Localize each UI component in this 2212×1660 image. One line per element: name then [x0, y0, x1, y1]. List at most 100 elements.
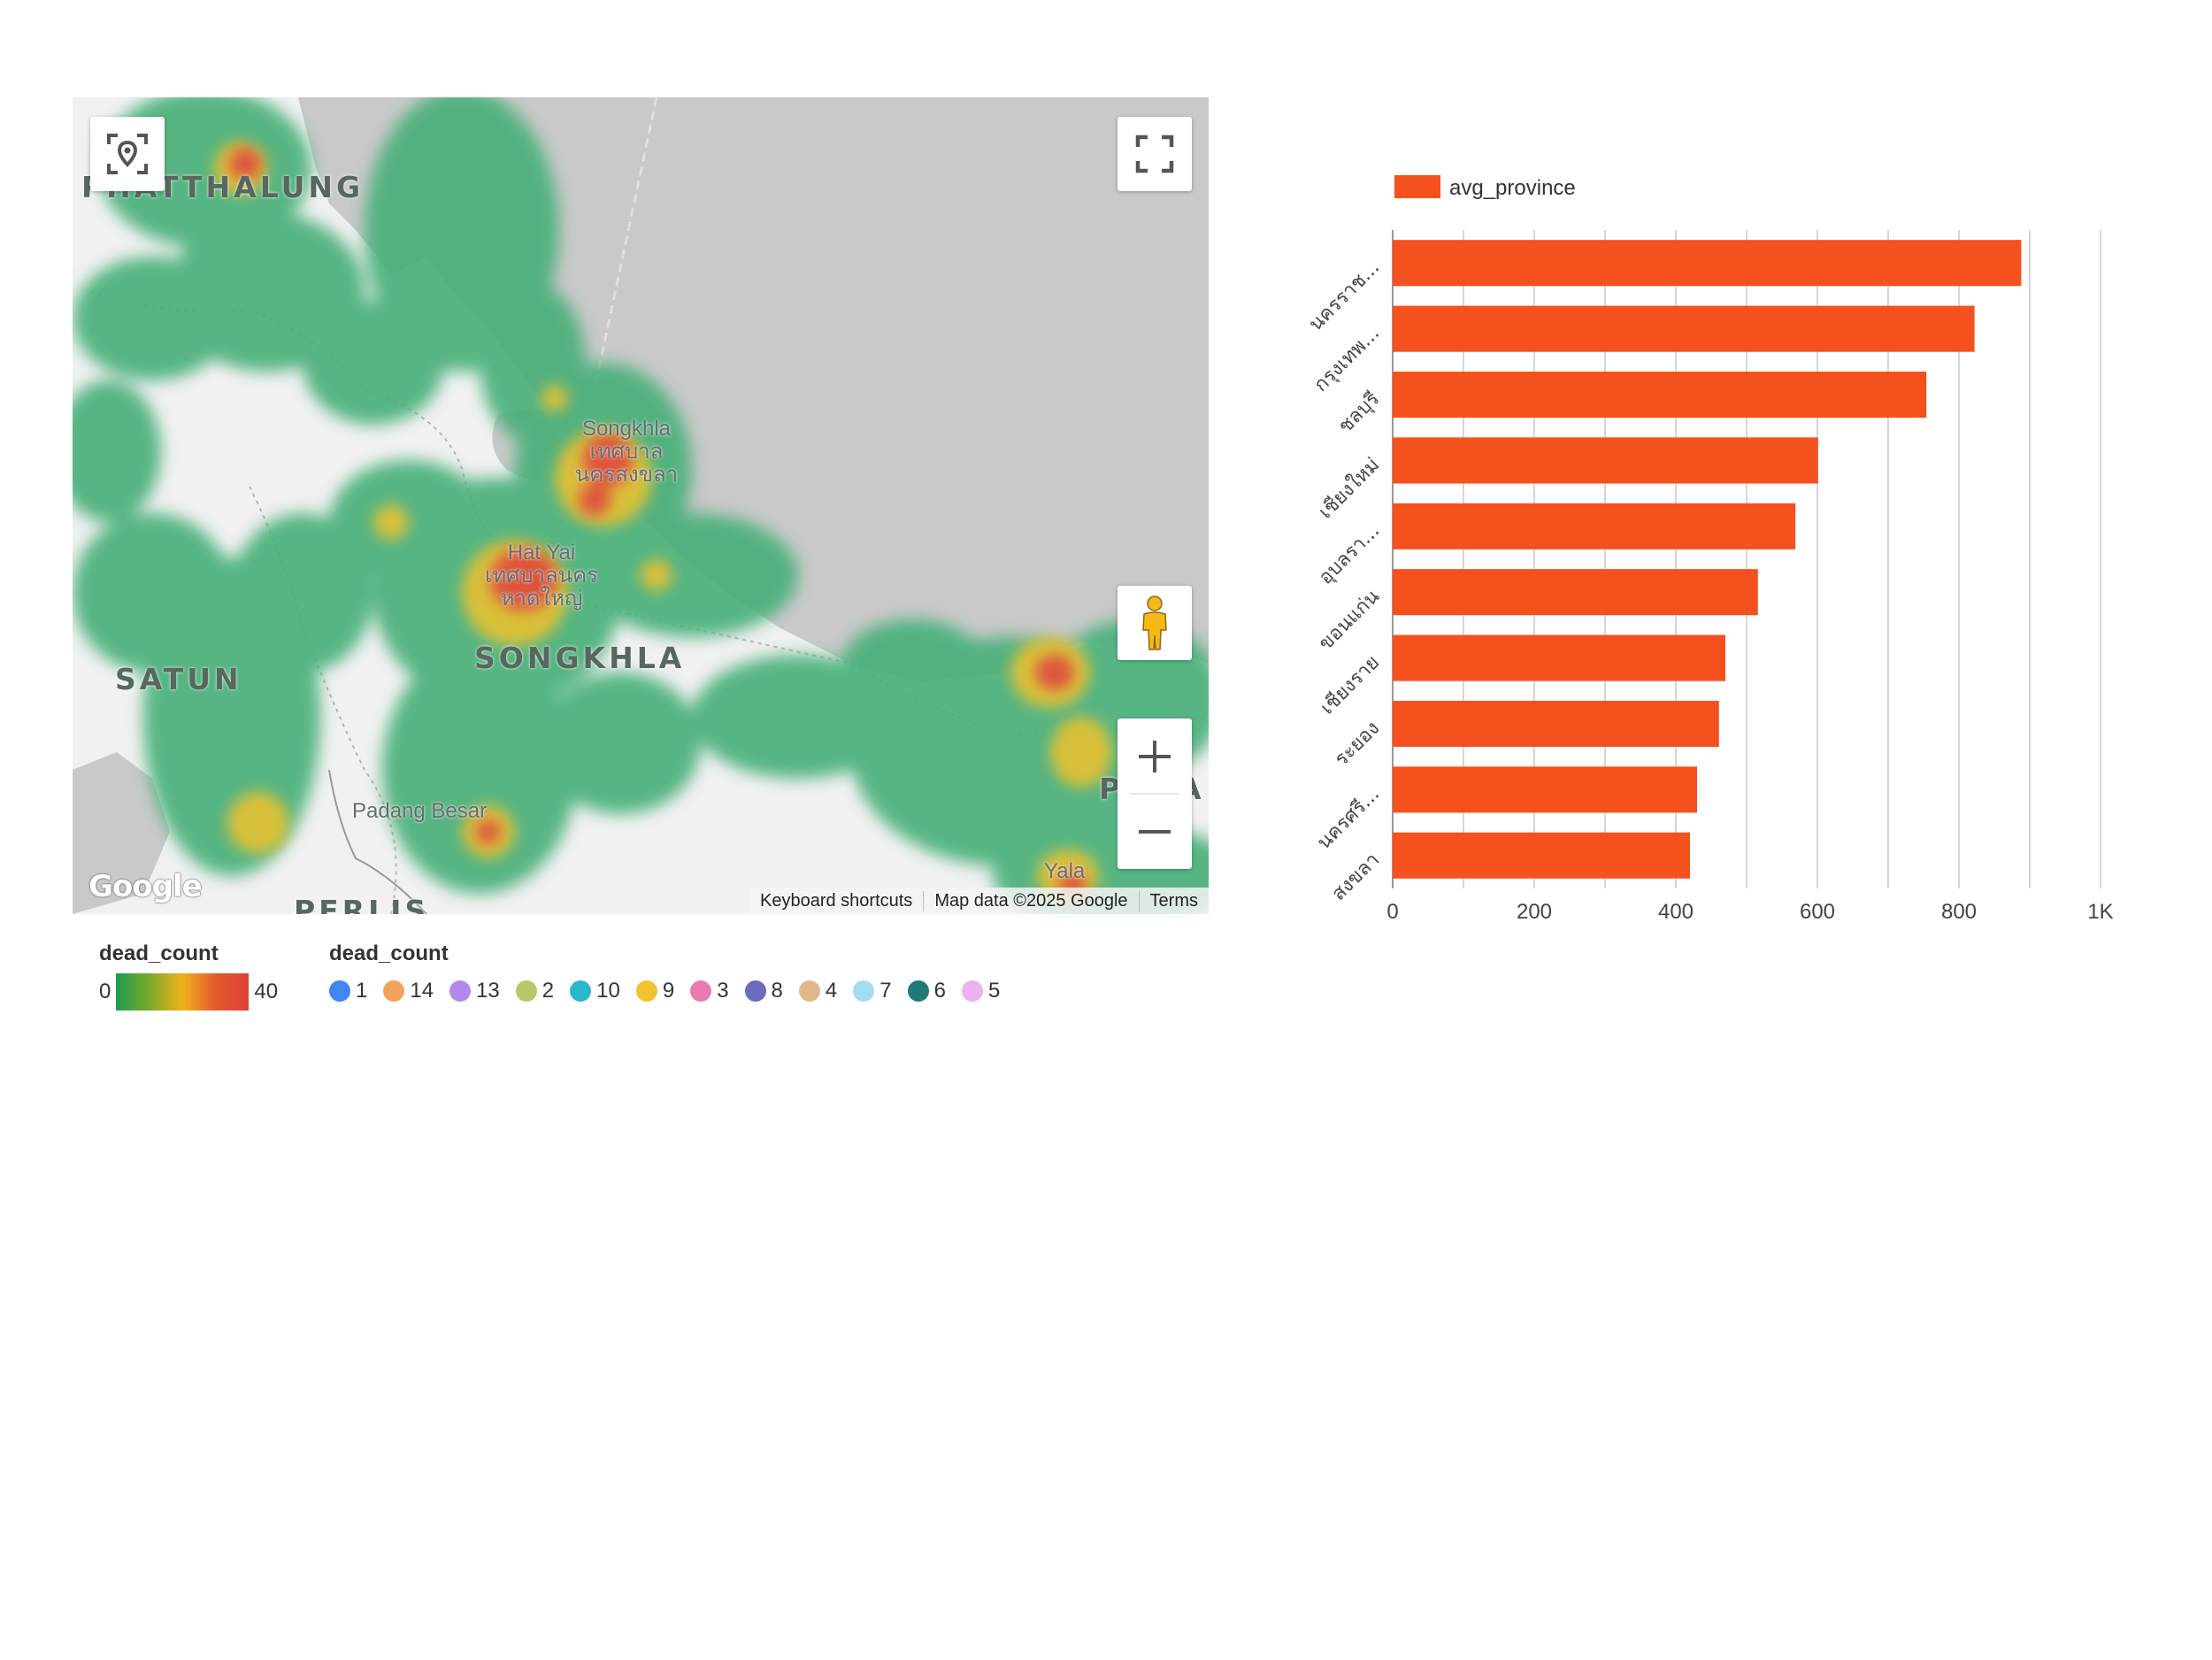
- y-category-label: เชียงราย: [1317, 651, 1384, 719]
- category-legend-item[interactable]: 13: [449, 979, 500, 1003]
- category-legend-label: 9: [662, 979, 675, 1003]
- legend-dot-icon: [690, 980, 712, 1002]
- category-legend-label: 3: [717, 979, 729, 1003]
- place-label-pattani: P: [1099, 772, 1124, 806]
- bar[interactable]: [1393, 832, 1690, 879]
- fullscreen-button[interactable]: [1118, 117, 1192, 191]
- legend-dot-icon: [961, 980, 983, 1002]
- y-category-label: อุบลรา...: [1315, 519, 1384, 588]
- zoom-in-button[interactable]: [1118, 719, 1192, 794]
- city-label-songkhla: Songkhla เทศบาล นครสงขลา: [556, 418, 697, 487]
- x-tick-label: 1K: [2087, 900, 2113, 924]
- y-category-label: ขอนแก่น: [1315, 586, 1384, 655]
- locate-icon: [107, 134, 148, 174]
- legend-swatch: [1394, 175, 1440, 198]
- category-legend-item[interactable]: 3: [690, 979, 729, 1003]
- x-tick-label: 0: [1386, 900, 1398, 924]
- bar[interactable]: [1393, 569, 1758, 616]
- category-legend-label: 2: [541, 979, 555, 1003]
- legend-dot-icon: [744, 980, 766, 1002]
- y-category-label: เชียงใหม่: [1314, 453, 1384, 523]
- category-legend-item[interactable]: 9: [635, 979, 675, 1003]
- category-legend-label: 14: [410, 979, 434, 1003]
- legend-dot-icon: [329, 980, 350, 1002]
- x-axis-labels: 0 200 400 600 800 1K: [1386, 900, 2113, 924]
- category-legend-item[interactable]: 1: [329, 979, 367, 1003]
- x-tick-label: 400: [1658, 900, 1694, 924]
- category-legend-label: 4: [825, 979, 838, 1003]
- y-category-label: นครราช...: [1305, 257, 1385, 336]
- bar[interactable]: [1393, 634, 1725, 681]
- bar[interactable]: [1393, 503, 1796, 549]
- bar[interactable]: [1393, 371, 1927, 419]
- legend-dot-icon: [798, 980, 820, 1002]
- category-legend-label: 6: [933, 979, 946, 1003]
- city-label-hatyai-th1: เทศบาลนคร: [484, 564, 599, 588]
- place-label-perlis: PERLIS: [294, 894, 430, 914]
- place-label-songkhla: SONGKHLA: [474, 641, 686, 675]
- locate-button[interactable]: [90, 117, 165, 191]
- bar[interactable]: [1393, 240, 2022, 287]
- pegman-icon: [1142, 596, 1167, 650]
- bar[interactable]: [1393, 700, 1719, 748]
- legend-dot-icon: [449, 980, 472, 1002]
- category-legend-item[interactable]: 2: [515, 979, 555, 1003]
- zoom-divider: [1130, 793, 1179, 795]
- gradient-legend-bar: [116, 973, 250, 1011]
- category-legend-item[interactable]: 4: [798, 979, 838, 1003]
- minus-icon: [1139, 829, 1171, 834]
- category-legend-label: 1: [356, 979, 368, 1003]
- category-legend-item[interactable]: 6: [907, 979, 946, 1003]
- city-label-hatyai: Hat Yai เทศบาลนคร หาดใหญ่: [462, 542, 621, 611]
- legend-dot-icon: [515, 980, 537, 1002]
- legend-dot-icon: [635, 980, 657, 1002]
- map-canvas: [73, 97, 1209, 914]
- bar[interactable]: [1393, 305, 1975, 352]
- keyboard-shortcuts-link[interactable]: Keyboard shortcuts: [759, 890, 913, 911]
- legend-label: avg_province: [1449, 176, 1576, 200]
- city-label-songkhla-en: Songkhla: [581, 417, 672, 441]
- y-category-label: สงขลา: [1328, 849, 1385, 905]
- gradient-legend-title: dead_count: [99, 941, 219, 965]
- fullscreen-icon: [1135, 134, 1174, 173]
- place-label-satun: SATUN: [115, 662, 242, 696]
- category-legend-item[interactable]: 5: [961, 979, 1001, 1003]
- city-label-songkhla-th1: เทศบาล: [589, 440, 664, 464]
- map-data-text: Map data ©2025 Google: [923, 890, 1138, 911]
- category-legend-label: 10: [596, 979, 620, 1003]
- terms-link[interactable]: Terms: [1138, 890, 1209, 911]
- category-legend-label: 7: [879, 979, 892, 1003]
- category-legend-label: 8: [771, 979, 783, 1003]
- city-label-padang-besar: Padang Besar: [352, 799, 488, 823]
- city-label-hatyai-en: Hat Yai: [507, 541, 576, 565]
- bar[interactable]: [1393, 766, 1697, 813]
- category-legend-item[interactable]: 8: [744, 979, 783, 1003]
- street-view-button[interactable]: [1118, 586, 1192, 660]
- category-legend-item[interactable]: 10: [570, 979, 620, 1003]
- category-legend-title: dead_count: [329, 941, 449, 965]
- x-tick-label: 600: [1800, 900, 1835, 924]
- y-category-label: ชลบุรี: [1334, 388, 1384, 437]
- gradient-legend: 0 40: [99, 973, 278, 1011]
- category-legend-label: 13: [476, 979, 500, 1003]
- chart-legend[interactable]: avg_province: [1394, 175, 1576, 200]
- category-legend-item[interactable]: 14: [383, 979, 434, 1003]
- heatmap-map[interactable]: PHATTHALUNG SATUN SONGKHLA PERLIS P A So…: [73, 97, 1209, 914]
- zoom-out-button[interactable]: [1118, 794, 1192, 869]
- google-logo: Google: [88, 869, 203, 904]
- place-label-pattani-p: P: [1099, 772, 1125, 806]
- bar[interactable]: [1393, 437, 1818, 484]
- x-tick-label: 200: [1517, 900, 1552, 924]
- bar-chart: avg_province นครราช...กรุงเทพ...ชลบุรีเช…: [1305, 175, 2114, 924]
- y-category-label: ระยอง: [1331, 718, 1384, 771]
- legend-dot-icon: [853, 980, 875, 1002]
- map-attribution: Keyboard shortcuts Map data ©2025 Google…: [749, 888, 1209, 914]
- category-legend-label: 5: [987, 979, 1001, 1003]
- zoom-control: [1118, 719, 1192, 869]
- gradient-legend-max: 40: [254, 980, 279, 1003]
- city-label-hatyai-th2: หาดใหญ่: [500, 587, 583, 611]
- x-tick-label: 800: [1941, 900, 1977, 924]
- category-legend-item[interactable]: 7: [853, 979, 892, 1003]
- legend-dot-icon: [383, 980, 405, 1002]
- legend-dot-icon: [907, 980, 929, 1002]
